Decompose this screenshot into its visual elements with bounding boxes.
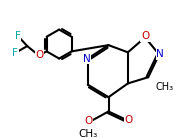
Text: CH₃: CH₃ bbox=[79, 129, 98, 138]
Text: O: O bbox=[84, 116, 93, 126]
Text: O: O bbox=[35, 50, 43, 60]
Text: F: F bbox=[15, 31, 21, 41]
Text: N: N bbox=[156, 50, 164, 59]
Text: O: O bbox=[141, 31, 149, 41]
Text: F: F bbox=[12, 48, 18, 58]
Text: O: O bbox=[124, 115, 133, 125]
Text: N: N bbox=[83, 54, 91, 63]
Text: CH₃: CH₃ bbox=[155, 82, 173, 92]
